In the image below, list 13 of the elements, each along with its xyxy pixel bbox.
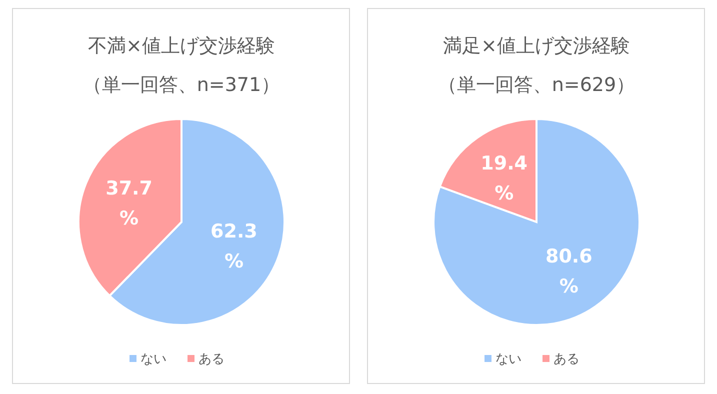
- chart-title: 不満×値上げ交渉経験: [88, 35, 275, 57]
- chart-subtitle: （単一回答、n=371）: [82, 74, 280, 96]
- legend-label: ある: [198, 352, 224, 367]
- pie-slice: [432, 118, 640, 326]
- legend-label: ある: [554, 352, 580, 367]
- chart-subtitle: （単一回答、n=629）: [438, 74, 636, 96]
- legend-label: ない: [496, 352, 522, 367]
- chart-title: 満足×値上げ交渉経験: [443, 35, 630, 57]
- data-label: 37.7%: [106, 178, 152, 230]
- data-label: 62.3%: [210, 220, 258, 272]
- legend-label: ない: [140, 352, 166, 367]
- data-label: 80.6%: [545, 245, 592, 298]
- data-label: 19.4%: [480, 152, 528, 205]
